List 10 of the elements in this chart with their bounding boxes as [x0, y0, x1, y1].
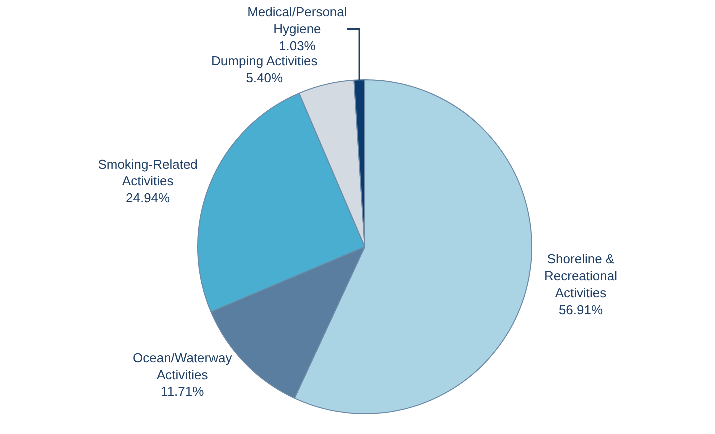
data-label: 5.40% [246, 70, 284, 86]
slice-label: Shoreline & Recreational Activities [544, 252, 618, 300]
data-label: 56.91% [558, 302, 604, 318]
data-label: 1.03% [278, 38, 316, 54]
slice-label: Ocean/Waterway Activities [132, 350, 233, 382]
slice-label: Medical/Personal Hygiene [248, 4, 348, 37]
slice-label: Smoking-Related Activities [98, 156, 198, 189]
data-label: 24.94% [126, 190, 171, 206]
data-label: 11.71% [161, 384, 205, 400]
slice-label: Dumping Activities [212, 54, 318, 69]
